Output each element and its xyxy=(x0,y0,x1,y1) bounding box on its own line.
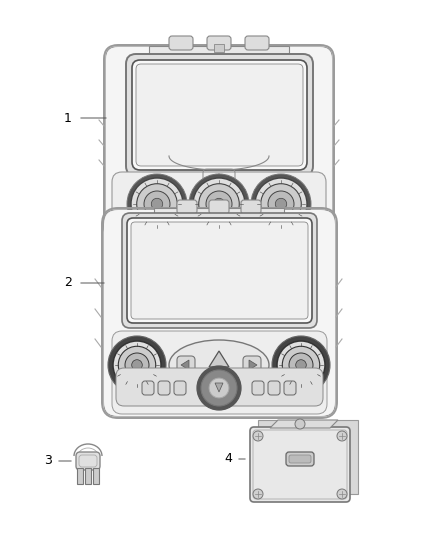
Circle shape xyxy=(268,191,294,217)
Circle shape xyxy=(108,336,166,394)
Circle shape xyxy=(282,346,320,384)
Text: 3: 3 xyxy=(44,455,52,467)
FancyBboxPatch shape xyxy=(112,331,327,414)
FancyBboxPatch shape xyxy=(268,381,280,395)
FancyBboxPatch shape xyxy=(289,455,311,463)
FancyBboxPatch shape xyxy=(131,222,308,319)
Circle shape xyxy=(125,353,149,377)
Circle shape xyxy=(193,178,245,230)
Circle shape xyxy=(272,336,330,394)
Circle shape xyxy=(144,191,170,217)
Polygon shape xyxy=(215,383,223,392)
Circle shape xyxy=(261,184,301,224)
Circle shape xyxy=(337,489,347,499)
FancyBboxPatch shape xyxy=(104,210,335,416)
Circle shape xyxy=(199,184,239,224)
Polygon shape xyxy=(258,420,358,494)
Polygon shape xyxy=(181,360,189,370)
Circle shape xyxy=(209,378,229,398)
Circle shape xyxy=(251,174,311,234)
Circle shape xyxy=(137,184,177,224)
Bar xyxy=(214,44,224,52)
Circle shape xyxy=(295,419,305,429)
Circle shape xyxy=(337,431,347,441)
FancyBboxPatch shape xyxy=(76,452,100,470)
Circle shape xyxy=(275,198,287,209)
FancyBboxPatch shape xyxy=(243,356,261,374)
Circle shape xyxy=(253,431,263,441)
Circle shape xyxy=(189,174,249,234)
FancyBboxPatch shape xyxy=(106,47,332,238)
Circle shape xyxy=(277,341,325,389)
Text: 1: 1 xyxy=(64,111,72,125)
Circle shape xyxy=(289,353,313,377)
Polygon shape xyxy=(270,420,338,428)
Circle shape xyxy=(197,366,241,410)
FancyBboxPatch shape xyxy=(177,356,195,374)
Polygon shape xyxy=(249,360,257,370)
FancyBboxPatch shape xyxy=(126,54,313,176)
FancyBboxPatch shape xyxy=(241,200,261,214)
FancyBboxPatch shape xyxy=(136,64,303,166)
Bar xyxy=(77,468,83,484)
Circle shape xyxy=(296,360,306,370)
FancyBboxPatch shape xyxy=(174,381,186,395)
Circle shape xyxy=(255,178,307,230)
Circle shape xyxy=(206,191,232,217)
Text: 2: 2 xyxy=(64,277,72,289)
FancyBboxPatch shape xyxy=(169,36,193,50)
Circle shape xyxy=(127,174,187,234)
FancyBboxPatch shape xyxy=(158,381,170,395)
Polygon shape xyxy=(209,351,229,367)
FancyBboxPatch shape xyxy=(177,200,197,214)
Circle shape xyxy=(131,178,183,230)
FancyBboxPatch shape xyxy=(284,381,296,395)
FancyBboxPatch shape xyxy=(286,452,314,466)
Bar xyxy=(93,468,99,484)
Polygon shape xyxy=(210,174,228,186)
FancyBboxPatch shape xyxy=(250,427,350,502)
Circle shape xyxy=(113,341,161,389)
Bar xyxy=(149,46,289,64)
Circle shape xyxy=(151,198,163,209)
Bar xyxy=(154,208,284,226)
FancyBboxPatch shape xyxy=(207,36,231,50)
FancyBboxPatch shape xyxy=(209,200,229,214)
Circle shape xyxy=(132,360,142,370)
FancyBboxPatch shape xyxy=(245,36,269,50)
FancyBboxPatch shape xyxy=(112,172,326,250)
FancyBboxPatch shape xyxy=(132,60,307,170)
Circle shape xyxy=(213,198,225,209)
Circle shape xyxy=(118,346,156,384)
FancyBboxPatch shape xyxy=(252,381,264,395)
FancyBboxPatch shape xyxy=(122,213,317,328)
FancyBboxPatch shape xyxy=(142,381,154,395)
Bar xyxy=(85,468,91,484)
FancyBboxPatch shape xyxy=(116,368,323,406)
Circle shape xyxy=(253,489,263,499)
FancyBboxPatch shape xyxy=(127,218,312,323)
Circle shape xyxy=(201,370,237,406)
Ellipse shape xyxy=(169,340,269,390)
Text: 4: 4 xyxy=(224,453,232,465)
